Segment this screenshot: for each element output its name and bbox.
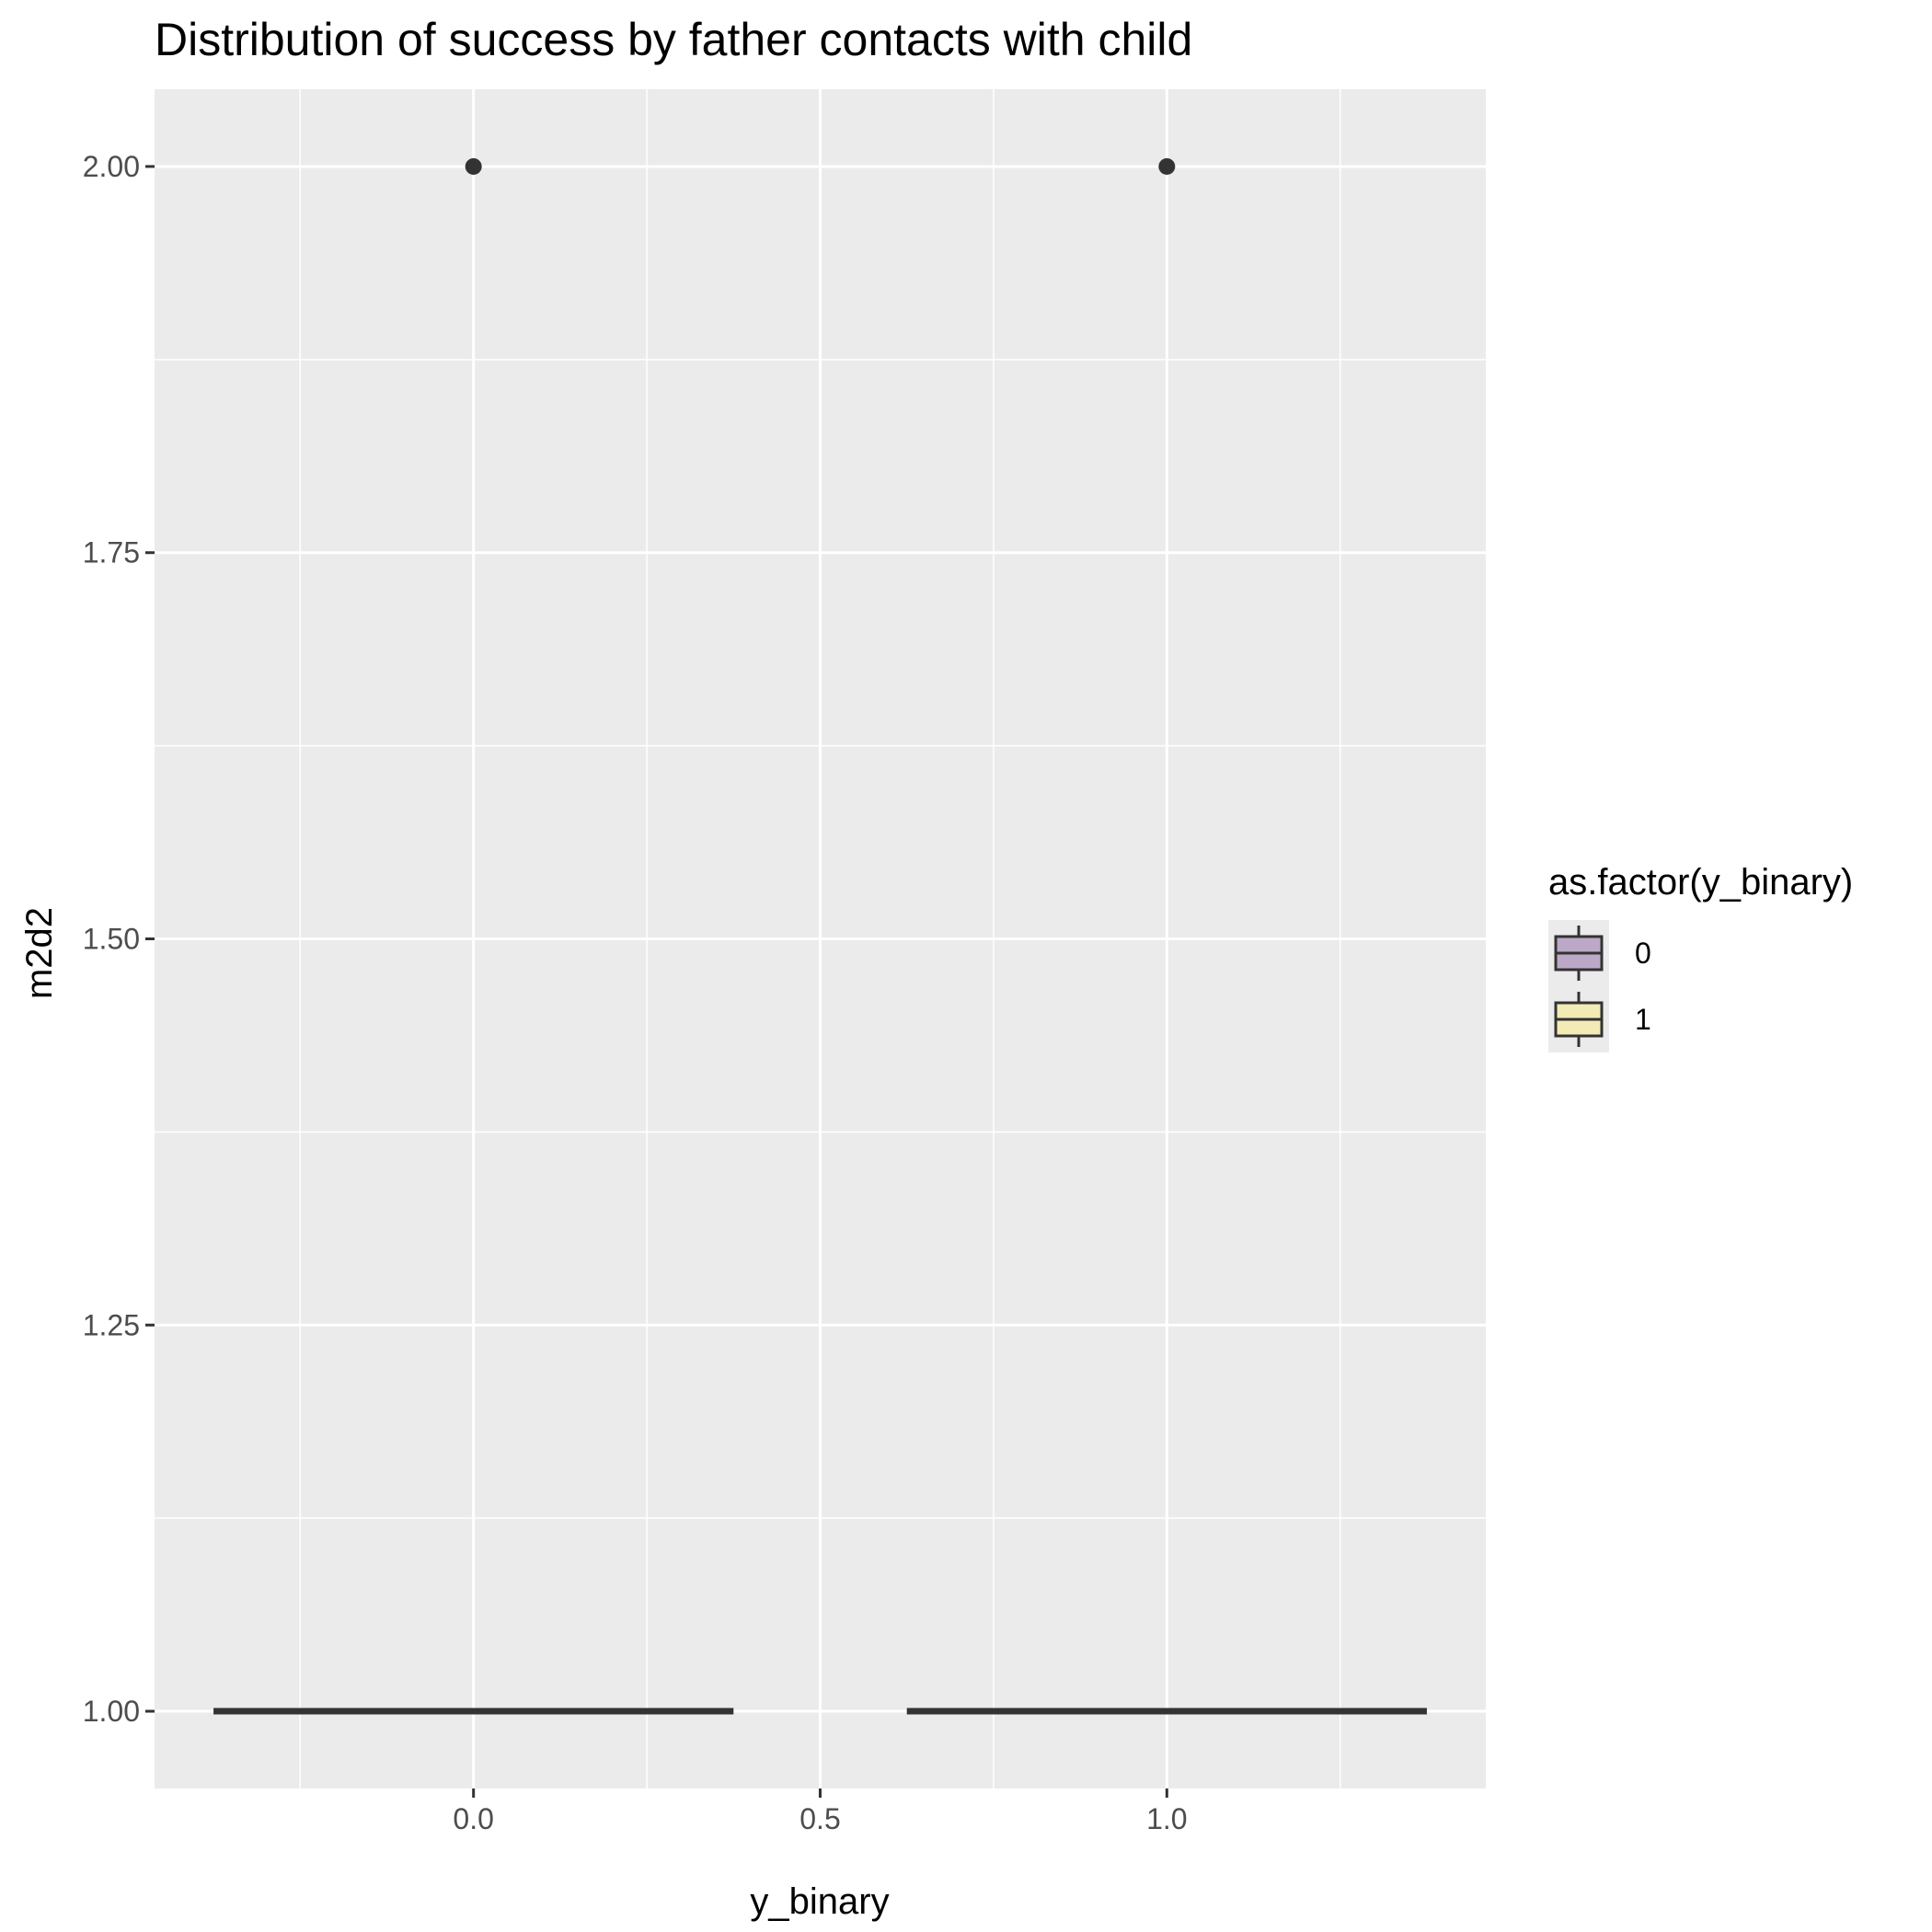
legend: as.factor(y_binary) 0 1	[1548, 862, 1853, 1052]
legend-item-0: 0	[1548, 920, 1651, 986]
x-tick-label: 0.5	[799, 1802, 840, 1835]
legend-label: 1	[1635, 1003, 1651, 1036]
legend-title: as.factor(y_binary)	[1548, 862, 1853, 903]
y-axis-title: m2d2	[19, 907, 60, 999]
x-tick-label: 0.0	[453, 1802, 493, 1835]
boxplots	[213, 157, 1427, 1715]
outlier-point	[1158, 157, 1176, 175]
boxplot-0	[213, 157, 734, 1715]
chart-title: Distribution of success by father contac…	[155, 14, 1192, 65]
legend-label: 0	[1635, 937, 1651, 970]
x-axis-title: y_binary	[750, 1881, 889, 1922]
x-tick-label: 1.0	[1146, 1802, 1187, 1835]
x-axis: 0.0 0.5 1.0	[453, 1788, 1188, 1835]
boxplot-1	[906, 157, 1427, 1715]
legend-item-1: 1	[1548, 986, 1651, 1052]
y-tick-label: 1.00	[83, 1695, 140, 1728]
y-tick-label: 1.50	[83, 923, 140, 956]
outlier-point	[465, 157, 482, 175]
major-gridlines	[155, 89, 1486, 1788]
y-tick-label: 2.00	[83, 150, 140, 183]
y-tick-label: 1.25	[83, 1308, 140, 1341]
y-tick-label: 1.75	[83, 536, 140, 569]
y-axis: 1.00 1.25 1.50 1.75 2.00	[83, 150, 155, 1728]
